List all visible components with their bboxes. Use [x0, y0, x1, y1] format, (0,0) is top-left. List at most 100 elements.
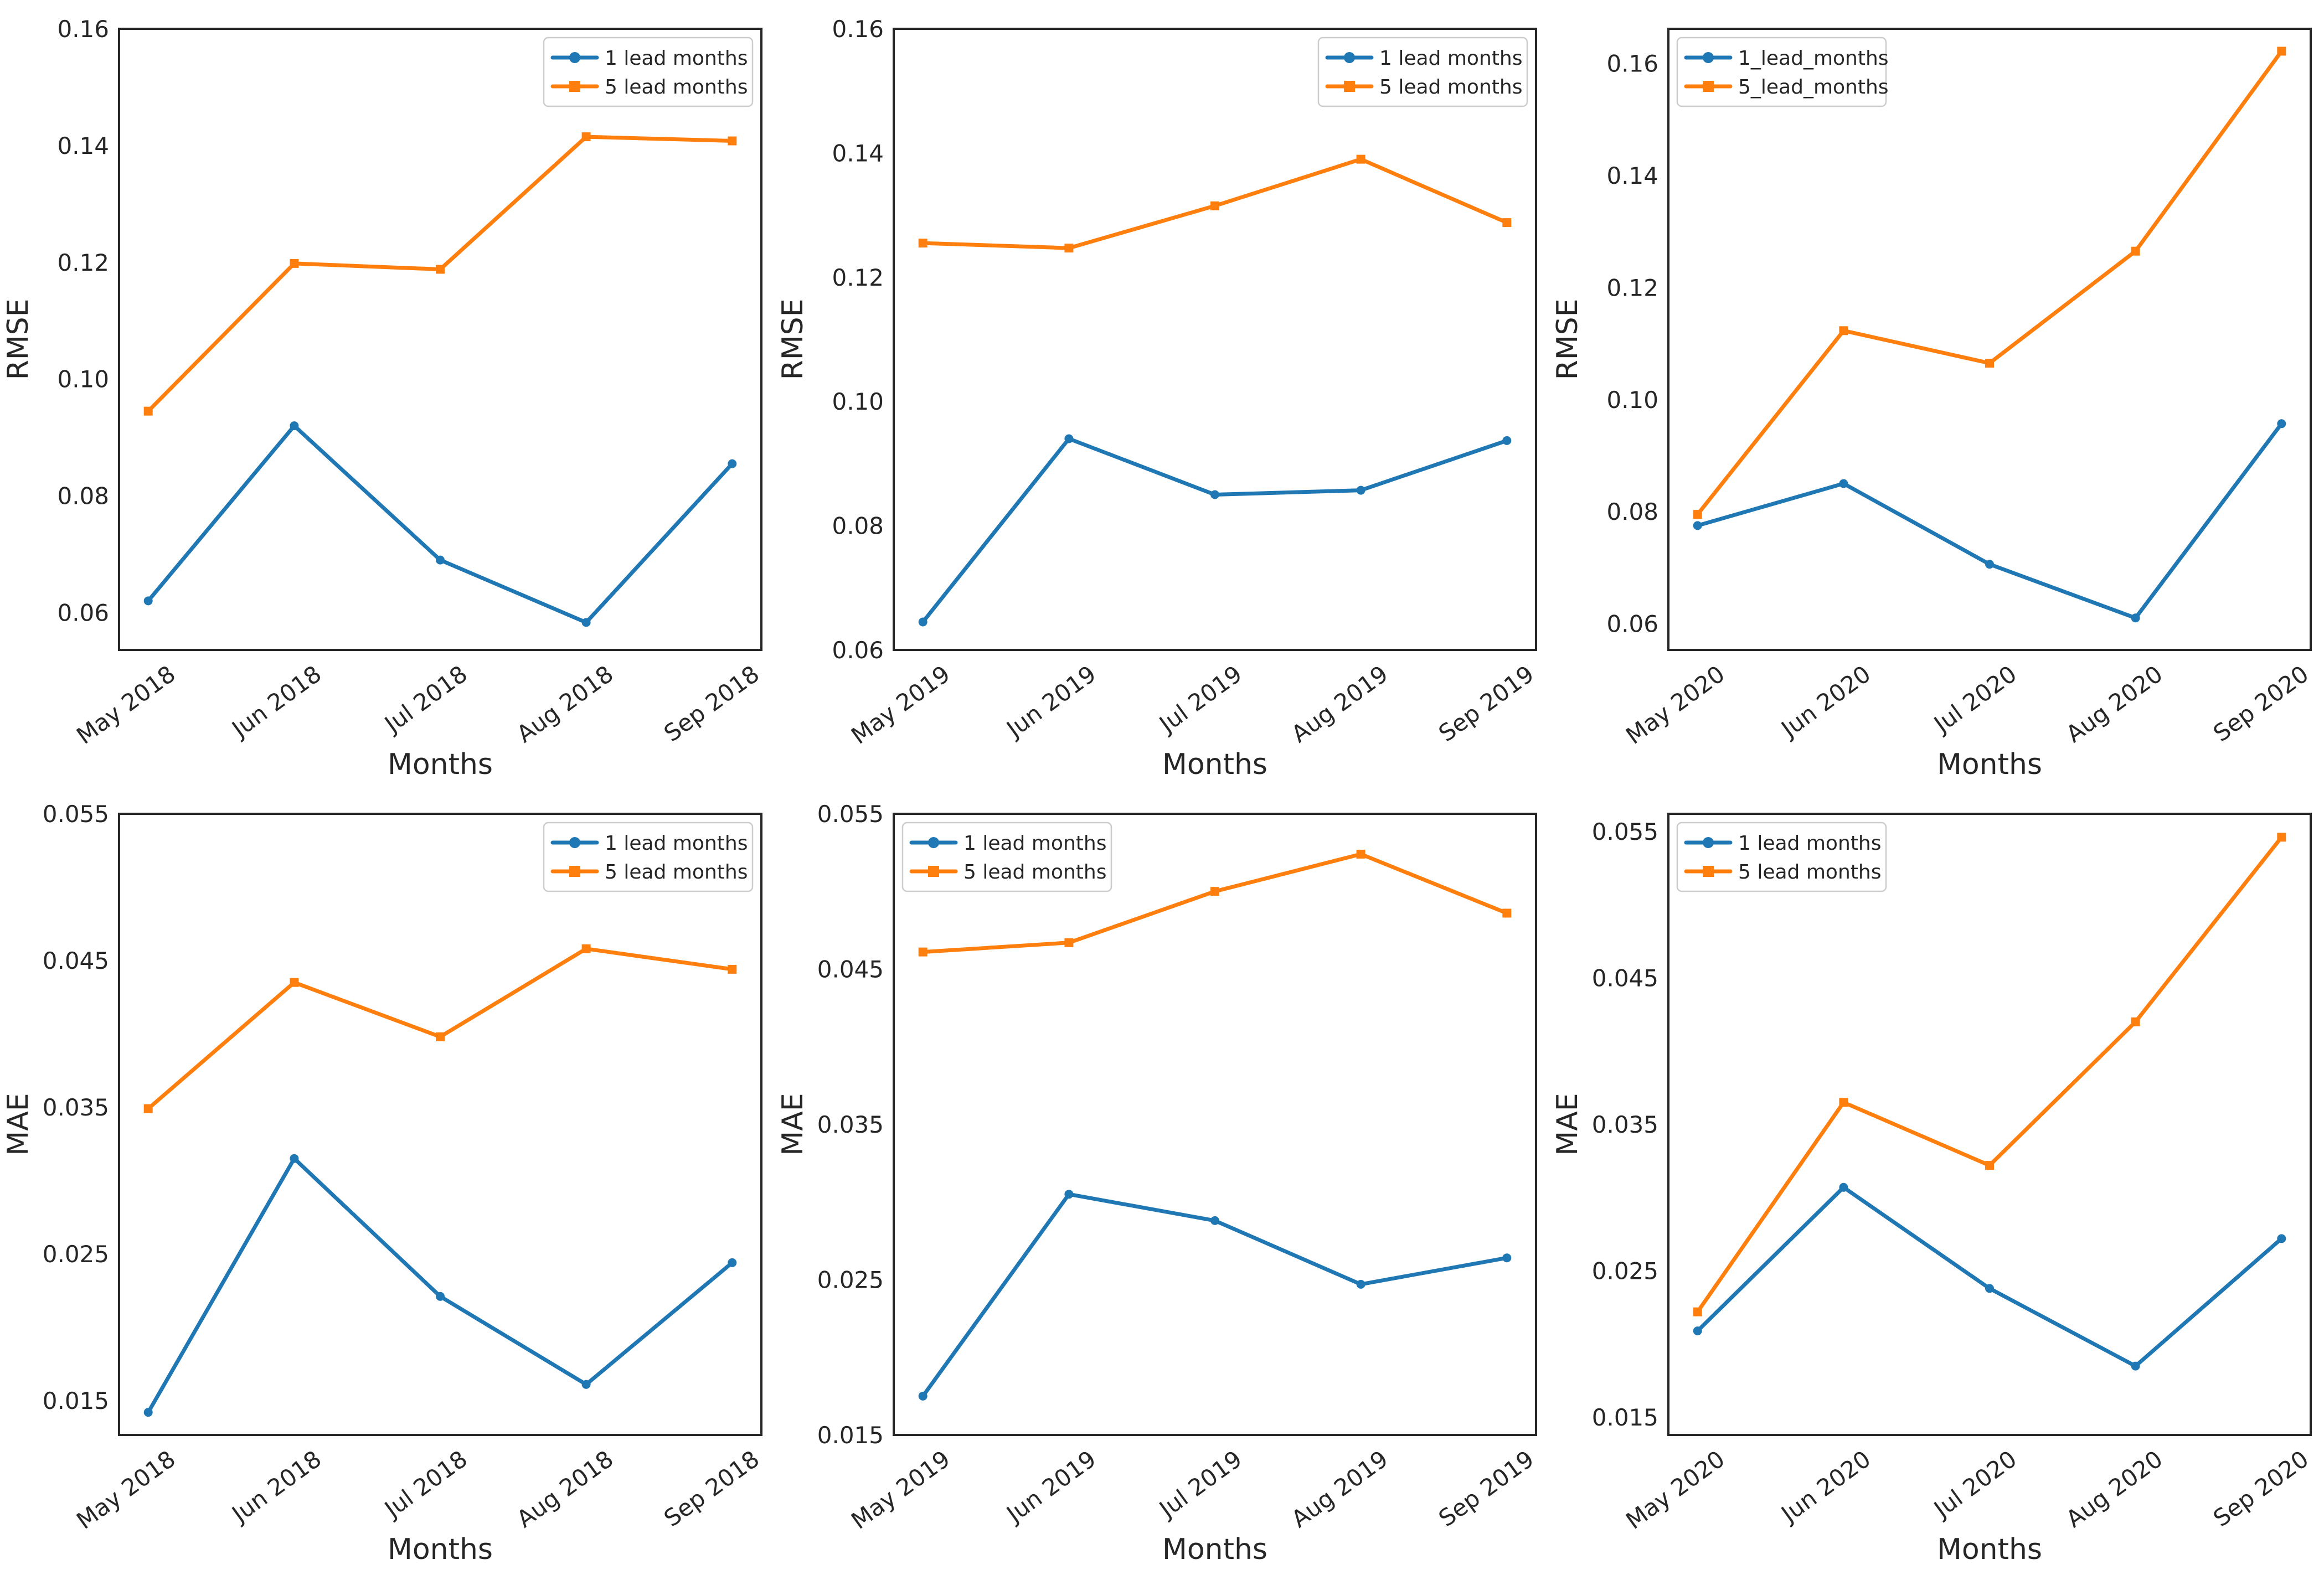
data-point-marker-square	[1210, 201, 1219, 210]
data-point-marker-square	[918, 947, 927, 957]
chart-rmse-2020: 0.06 0.08 0.10 0.12 0.14 0.16 May 2020 Jun 2020…	[1549, 0, 2324, 785]
y-tick-label: 0.12	[57, 249, 109, 276]
data-point-marker-circle	[581, 1380, 591, 1389]
series-line-1 lead months	[146, 1156, 734, 1414]
legend-box	[1676, 822, 1887, 892]
chart-mae-2018: 0.015 0.025 0.035 0.045 0.055 May 2018 Jun 201…	[0, 785, 775, 1570]
data-point-marker-square	[2277, 833, 2286, 842]
legend: 1 lead months 5 lead months	[1317, 37, 1528, 107]
y-tick-label: 0.035	[1592, 1111, 1658, 1138]
y-tick-label: 0.08	[832, 513, 884, 540]
legend-sample-square-marker	[569, 866, 580, 877]
data-point-marker-circle	[1064, 434, 1074, 443]
y-tick-label: 0.12	[832, 264, 884, 291]
data-point-marker-circle	[728, 1258, 737, 1267]
plot-frame	[893, 28, 1537, 651]
y-tick-label: 0.10	[1606, 386, 1658, 414]
y-axis-label: RMSE	[776, 299, 810, 380]
x-tick-label: May 2019	[846, 1445, 955, 1534]
data-point-marker-square	[1985, 1161, 1994, 1170]
legend-box	[1317, 37, 1528, 107]
x-tick-label: Jun 2020	[1775, 660, 1876, 743]
data-point-marker-circle	[1356, 486, 1365, 495]
legend-entry-label: 5 lead months	[605, 861, 748, 884]
data-point-marker-circle	[1502, 1253, 1512, 1263]
x-tick-label: Sep 2019	[1434, 1445, 1539, 1532]
x-axis-label: Months	[1162, 1533, 1267, 1566]
chart-svg-mae-2019: 0.015 0.025 0.035 0.045 0.055 May 2019 Jun 201…	[776, 801, 1539, 1566]
data-point-marker-circle	[2277, 1234, 2286, 1243]
y-tick-label: 0.08	[57, 483, 109, 510]
legend-sample-square-marker	[928, 866, 939, 877]
data-point-marker-circle	[1210, 490, 1219, 499]
data-point-marker-circle	[918, 1391, 927, 1401]
x-tick-label: Jun 2019	[1001, 1445, 1101, 1528]
legend: 1 lead months 5 lead months	[1676, 822, 1887, 892]
legend-sample-square-marker	[1703, 81, 1714, 92]
data-point-marker-circle	[436, 1292, 445, 1301]
data-point-marker-square	[2131, 1017, 2140, 1026]
data-point-marker-circle	[290, 1154, 299, 1163]
data-point-marker-circle	[1356, 1279, 1365, 1289]
data-point-marker-circle	[1210, 1216, 1219, 1225]
series-line-5_lead_months	[1696, 49, 2284, 517]
legend-entry-label: 5 lead months	[963, 861, 1106, 884]
x-axis-label: Months	[388, 748, 493, 781]
y-tick-label: 0.16	[1606, 50, 1658, 78]
data-point-marker-circle	[143, 596, 153, 606]
legend-sample-circle-marker	[1703, 52, 1714, 63]
y-tick-label: 0.015	[43, 1387, 109, 1414]
y-tick-label: 0.055	[1592, 818, 1658, 845]
data-point-marker-square	[1502, 908, 1512, 918]
data-point-marker-square	[143, 1104, 153, 1113]
series-line-1 lead months	[921, 437, 1509, 624]
data-point-marker-circle	[918, 617, 927, 627]
plot-frame	[1667, 813, 2312, 1436]
y-tick-label: 0.055	[43, 801, 109, 828]
y-tick-label: 0.045	[817, 956, 884, 983]
data-point-marker-circle	[1693, 1326, 1702, 1336]
legend: 1 lead months 5 lead months	[901, 822, 1112, 892]
data-point-marker-circle	[1693, 521, 1702, 530]
chart-svg-mae-2018: 0.015 0.025 0.035 0.045 0.055 May 2018 Jun 201…	[2, 801, 764, 1566]
x-tick-label: May 2020	[1621, 660, 1729, 749]
chart-rmse-2019: 0.06 0.08 0.10 0.12 0.14 0.16 May 2019 Jun 2019…	[775, 0, 1549, 785]
legend-sample-circle-marker	[1703, 837, 1714, 848]
x-tick-label: Jul 2018	[378, 1445, 472, 1523]
data-point-marker-circle	[1985, 560, 1994, 569]
x-tick-label: Aug 2020	[2061, 660, 2167, 748]
legend-sample-circle-marker	[928, 837, 939, 848]
x-tick-label: Aug 2018	[512, 1445, 618, 1533]
x-tick-label: Aug 2020	[2061, 1445, 2167, 1533]
data-point-marker-square	[918, 239, 927, 248]
data-point-marker-square	[1502, 218, 1512, 228]
x-tick-label: Sep 2020	[2208, 660, 2313, 747]
y-axis-label: MAE	[2, 1093, 35, 1155]
data-point-marker-square	[1839, 326, 1848, 335]
data-point-marker-square	[1693, 1307, 1702, 1316]
data-point-marker-circle	[143, 1408, 153, 1417]
x-tick-label: May 2018	[71, 1445, 180, 1534]
legend-sample-square-marker	[569, 81, 580, 92]
legend-entry-label: 5 lead months	[605, 76, 748, 99]
chart-mae-2019: 0.015 0.025 0.035 0.045 0.055 May 2019 Jun 201…	[775, 785, 1549, 1570]
data-point-marker-circle	[1839, 479, 1848, 488]
data-point-marker-square	[1064, 938, 1074, 947]
plot-frame	[118, 28, 762, 651]
y-tick-label: 0.045	[43, 947, 109, 974]
x-tick-label: Sep 2020	[2208, 1445, 2313, 1532]
legend: 1_lead_months 5_lead_months	[1676, 37, 1889, 107]
data-point-marker-square	[1985, 359, 1994, 368]
legend-entry-label: 1 lead months	[605, 832, 748, 855]
x-tick-label: Aug 2019	[1286, 660, 1393, 748]
y-axis-label: RMSE	[1551, 299, 1584, 380]
chart-svg-rmse-2018: 0.06 0.08 0.10 0.12 0.14 0.16 May 2018 Jun 2018…	[2, 16, 764, 781]
data-point-marker-square	[1064, 244, 1074, 253]
y-tick-label: 0.015	[1592, 1404, 1658, 1431]
series-line-1 lead months	[146, 424, 734, 624]
data-point-marker-square	[1693, 510, 1702, 519]
y-tick-label: 0.14	[832, 140, 884, 167]
x-axis-label: Months	[1937, 748, 2042, 781]
x-tick-label: Jun 2018	[226, 660, 327, 743]
